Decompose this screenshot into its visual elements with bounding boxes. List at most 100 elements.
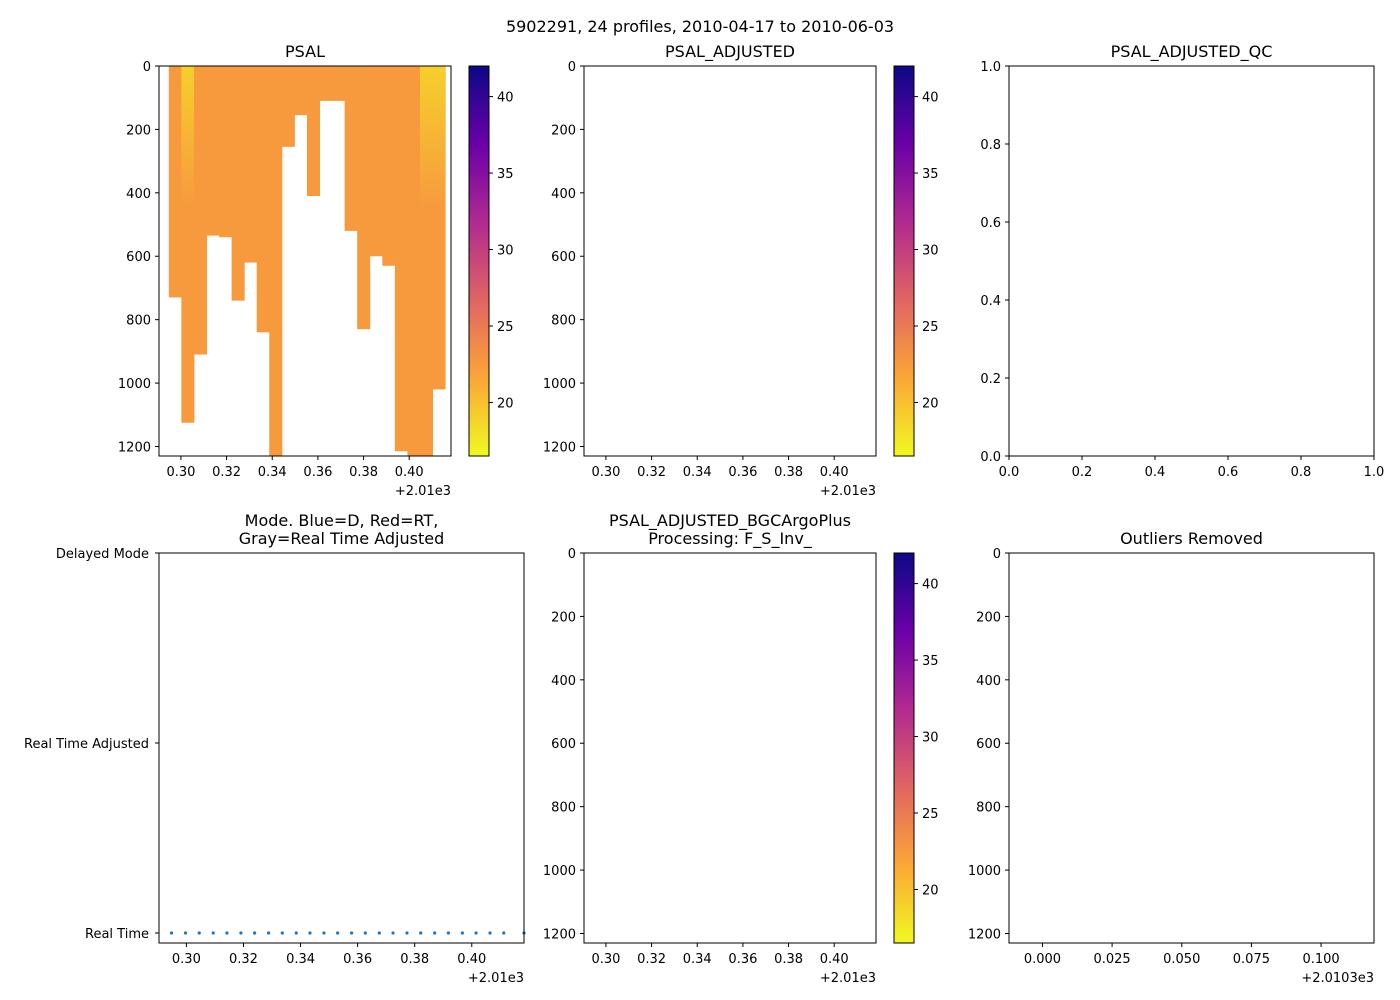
psal-colorbar-tick-label: 30 xyxy=(497,244,514,259)
psal-profile-3 xyxy=(193,66,207,355)
mode-title-line-1: Mode. Blue=D, Red=RT, xyxy=(245,511,439,530)
mode-point-23 xyxy=(474,931,478,935)
psal-bgcargoplus-ytick-label: 1200 xyxy=(543,927,576,942)
psal-bgcargoplus-ytick-label: 0 xyxy=(568,547,576,562)
outliers-ytick-label: 200 xyxy=(976,610,1001,625)
psal-adjusted-colorbar-tick-label: 25 xyxy=(922,320,939,335)
outliers-ytick-label: 1200 xyxy=(968,927,1001,942)
psal-profile-1 xyxy=(168,66,182,298)
psal-adjusted-ytick-label: 0 xyxy=(568,60,576,75)
psal-profile-12 xyxy=(306,66,320,196)
psal-frame xyxy=(158,65,452,457)
psal-ytick-label: 0 xyxy=(143,60,151,75)
psal-profile-17 xyxy=(369,66,383,257)
psal-title: PSAL xyxy=(285,42,325,61)
psal-colorbar-tick-label: 35 xyxy=(497,167,514,182)
psal-ytick-label: 600 xyxy=(126,250,151,265)
outliers-frame xyxy=(1008,552,1375,944)
psal-adjusted-qc-xtick-label: 0.8 xyxy=(1291,465,1312,480)
psal-bgcargoplus-colorbar-tick-label: 20 xyxy=(922,883,939,898)
mode-point-19 xyxy=(419,931,423,935)
psal-adjusted-qc-frame xyxy=(1008,65,1375,457)
psal-panel: PSAL 0 200 400 600 800 1000 1200 0.30 0.32 0.34 0.3… xyxy=(118,42,514,499)
psal-profile-9 xyxy=(269,66,283,456)
psal-adjusted-qc-ytick-label: 0.2 xyxy=(980,372,1001,387)
psal-bgcargoplus-colorbar-tick-label: 40 xyxy=(922,578,939,593)
mode-point-5 xyxy=(225,931,229,935)
psal-bgcargoplus-xtick-label: 0.32 xyxy=(637,952,666,967)
psal-bgcargoplus-ytick-label: 200 xyxy=(551,610,576,625)
psal-adjusted-colorbar-tick-label: 35 xyxy=(922,167,939,182)
psal-adjusted-qc-title: PSAL_ADJUSTED_QC xyxy=(1111,42,1273,62)
psal-profile-10 xyxy=(281,66,295,147)
psal-adjusted-colorbar-tick-label: 40 xyxy=(922,91,939,106)
outliers-xtick-label: 0.075 xyxy=(1233,952,1270,967)
psal-adjusted-xtick-label: 0.36 xyxy=(728,465,757,480)
mode-point-6 xyxy=(239,931,243,935)
psal-bgcargoplus-colorbar-tick-label: 25 xyxy=(922,807,939,822)
mode-point-24 xyxy=(488,931,492,935)
mode-xtick-label: 0.38 xyxy=(400,952,429,967)
psal-bgcargoplus-x-offset: +2.01e3 xyxy=(820,971,876,986)
psal-adjusted-xtick-label: 0.30 xyxy=(591,465,620,480)
outliers-x-offset: +2.0103e3 xyxy=(1301,971,1374,986)
mode-x-offset: +2.01e3 xyxy=(468,971,524,986)
psal-adjusted-title: PSAL_ADJUSTED xyxy=(665,42,795,62)
psal-adjusted-ytick-label: 800 xyxy=(551,314,576,329)
psal-ytick-label: 200 xyxy=(126,123,151,138)
psal-xtick-label: 0.32 xyxy=(212,465,241,480)
psal-xtick-label: 0.40 xyxy=(395,465,424,480)
psal-adjusted-qc-xtick-label: 0.4 xyxy=(1145,465,1166,480)
mode-point-8 xyxy=(266,931,271,935)
psal-ytick-label: 800 xyxy=(126,314,151,329)
mode-ytick-label: Real Time xyxy=(85,927,149,942)
psal-colorbar xyxy=(468,65,490,457)
psal-bgcargoplus-ytick-label: 800 xyxy=(551,801,576,816)
outliers-xtick-label: 0.050 xyxy=(1163,952,1200,967)
psal-adjusted-colorbar-tick-label: 20 xyxy=(922,396,939,411)
psal-adjusted-qc-xtick-label: 0.0 xyxy=(999,465,1020,480)
psal-bgcargoplus-xtick-label: 0.34 xyxy=(683,952,712,967)
psal-bgcargoplus-title-line-1: PSAL_ADJUSTED_BGCArgoPlus xyxy=(609,511,851,531)
psal-profile-19 xyxy=(394,66,408,452)
outliers-xtick-label: 0.100 xyxy=(1302,952,1339,967)
mode-point-20 xyxy=(433,931,437,935)
mode-point-17 xyxy=(391,931,395,935)
figure-suptitle: 5902291, 24 profiles, 2010-04-17 to 2010… xyxy=(506,17,894,36)
psal-adjusted-xtick-label: 0.34 xyxy=(683,465,712,480)
psal-adjusted-ytick-label: 1000 xyxy=(543,377,576,392)
mode-panel: Mode. Blue=D, Red=RT,Gray=Real Time Adju… xyxy=(24,511,526,986)
psal-adjusted-xtick-label: 0.40 xyxy=(820,465,849,480)
mode-point-2 xyxy=(183,931,188,935)
psal-ytick-label: 1000 xyxy=(118,377,151,392)
mode-xtick-label: 0.34 xyxy=(286,952,315,967)
psal-adjusted-qc-ytick-label: 1.0 xyxy=(980,60,1001,75)
mode-point-1 xyxy=(169,931,174,935)
outliers-ytick-label: 400 xyxy=(976,674,1001,689)
psal-adjusted-qc-panel: PSAL_ADJUSTED_QC 0.00.0 0.2 0.2 0.4 0.4 0.6 0.6… xyxy=(980,42,1384,480)
psal-bgcargoplus-colorbar-tick-label: 30 xyxy=(922,731,939,746)
mode-xtick-label: 0.40 xyxy=(457,952,486,967)
psal-x-offset: +2.01e3 xyxy=(395,484,451,499)
psal-adjusted-frame xyxy=(583,65,877,457)
mode-point-22 xyxy=(460,931,464,935)
psal-profile-4 xyxy=(206,66,220,236)
outliers-ytick-label: 1000 xyxy=(968,864,1001,879)
psal-adjusted-qc-ytick-label: 0.6 xyxy=(980,216,1001,231)
psal-profile-15 xyxy=(344,66,358,231)
psal-xtick-label: 0.38 xyxy=(349,465,378,480)
psal-profile-7 xyxy=(244,66,258,263)
mode-ytick-label: Real Time Adjusted xyxy=(24,737,149,752)
psal-profile-11 xyxy=(294,66,308,116)
psal-bgcargoplus-colorbar xyxy=(893,552,915,944)
psal-ytick-label: 400 xyxy=(126,187,151,202)
mode-xtick-label: 0.30 xyxy=(172,952,201,967)
psal-adjusted-qc-xtick-label: 0.2 xyxy=(1072,465,1093,480)
mode-point-11 xyxy=(308,931,312,935)
psal-profile-16 xyxy=(357,66,371,330)
outliers-xtick-label: 0.000 xyxy=(1024,952,1061,967)
psal-adjusted-qc-ytick-label: 0.8 xyxy=(980,138,1001,153)
psal-bgcargoplus-ytick-label: 1000 xyxy=(543,864,576,879)
psal-adjusted-ytick-label: 600 xyxy=(551,250,576,265)
